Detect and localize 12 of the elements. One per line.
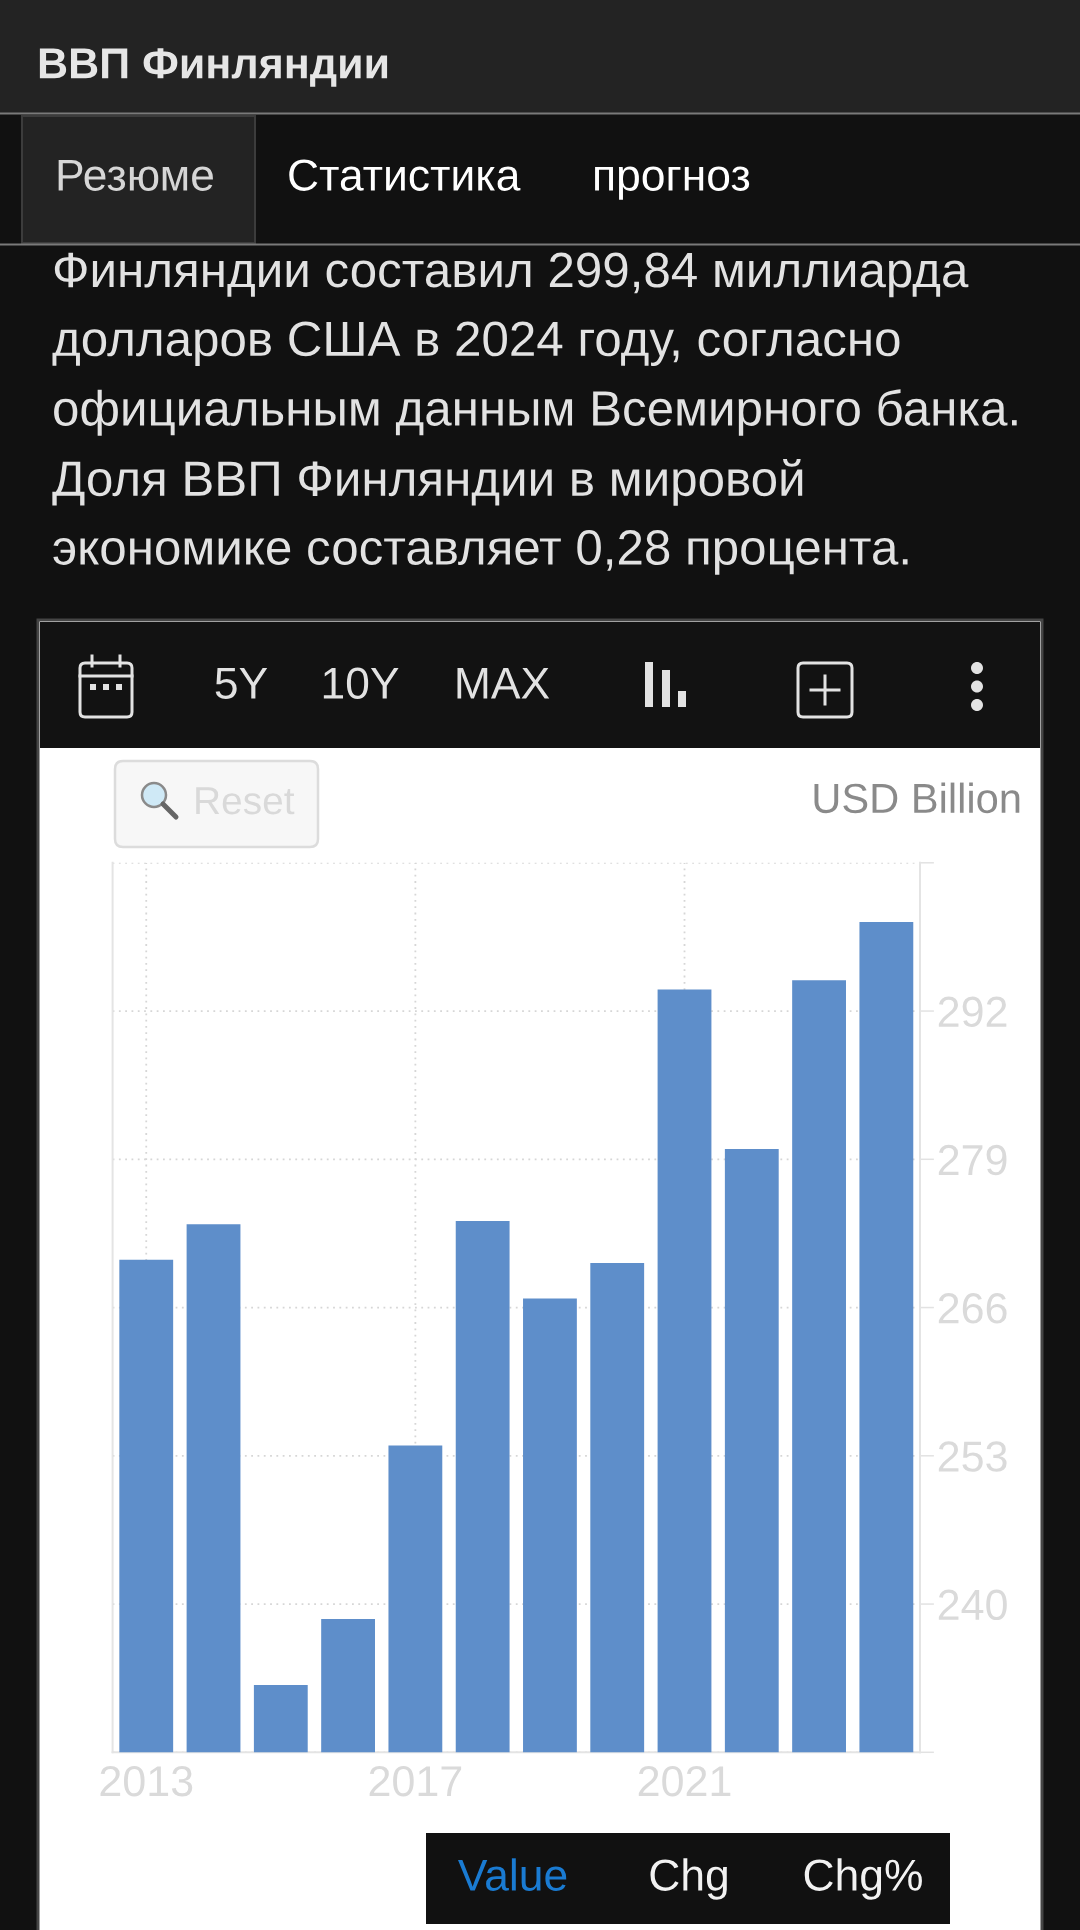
text: прогноз — [595, 166, 750, 200]
text: Статистика — [289, 159, 521, 191]
text: Chg — [650, 1858, 727, 1900]
text: Value — [458, 1858, 567, 1891]
text: 5Y — [215, 667, 268, 699]
chart-title: ВВП Финляндии — [39, 48, 388, 87]
chart-subtitle: Финляндии составил 299,84 миллиарда долларов США в 2024 году, согласно официальным данным Всемирного банка. Доля ВВП Финляндии в мировой экономике составляет 0,28 процента. — [52, 252, 1017, 575]
text: MAX — [457, 667, 550, 699]
text: Chg% — [804, 1858, 922, 1900]
text: Резюме — [58, 159, 213, 191]
y-axis-title: USD Billion — [814, 782, 1020, 814]
text: 10Y — [323, 667, 399, 699]
